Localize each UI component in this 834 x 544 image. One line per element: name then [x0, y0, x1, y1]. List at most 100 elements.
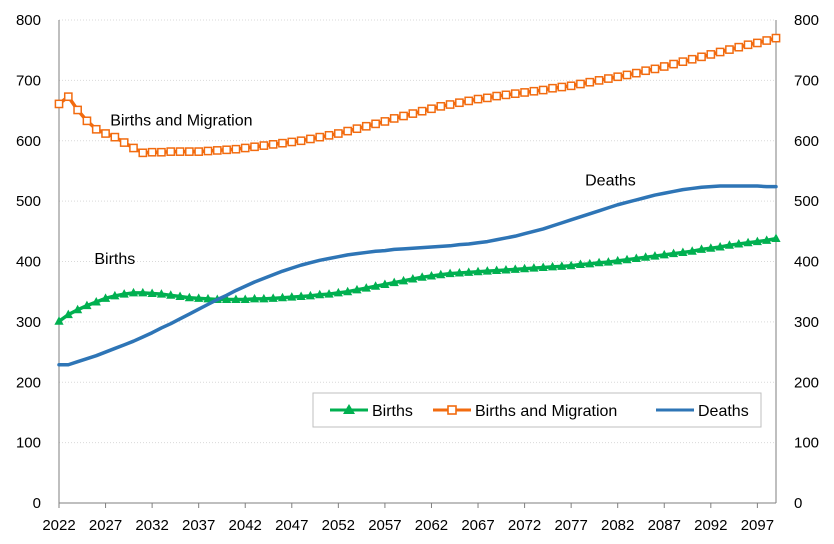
data-point — [91, 124, 101, 134]
data-point — [408, 109, 418, 118]
data-point — [417, 106, 427, 116]
data-point — [678, 247, 688, 256]
y-tick-label-right: 400 — [794, 254, 819, 271]
data-point — [520, 88, 529, 97]
x-tick-label: 2097 — [741, 517, 774, 534]
data-point — [268, 293, 278, 302]
data-point — [110, 132, 120, 142]
data-point — [557, 82, 567, 92]
data-point — [63, 309, 73, 319]
data-point — [249, 293, 260, 303]
data-point — [231, 144, 241, 154]
data-point — [762, 36, 772, 45]
data-point — [138, 287, 148, 297]
y-tick-label-right: 800 — [794, 12, 819, 29]
data-point — [687, 246, 697, 255]
data-point — [743, 40, 753, 50]
data-point — [464, 267, 474, 276]
data-point — [613, 72, 623, 82]
data-point — [184, 292, 194, 302]
data-point — [166, 147, 176, 156]
data-point — [715, 242, 725, 251]
data-point — [641, 252, 651, 261]
data-point — [324, 289, 334, 298]
data-point — [147, 147, 157, 157]
x-tick-label: 2067 — [461, 517, 494, 534]
data-point — [436, 269, 446, 279]
data-point — [622, 254, 632, 264]
data-point — [389, 277, 399, 287]
data-point — [240, 294, 250, 304]
x-tick-label: 2087 — [648, 517, 681, 534]
data-point — [361, 283, 371, 292]
x-tick-label: 2042 — [229, 517, 262, 534]
data-point — [585, 77, 595, 87]
data-point — [762, 235, 772, 244]
data-point — [538, 85, 548, 95]
legend-item-deaths: Deaths — [656, 403, 749, 420]
data-point — [287, 292, 297, 301]
data-point — [715, 47, 725, 57]
data-point — [566, 81, 576, 91]
data-point — [352, 124, 362, 134]
data-point — [101, 129, 110, 138]
data-point — [296, 136, 306, 146]
data-point — [622, 70, 632, 80]
series-annotation: Births and Migration — [110, 113, 252, 130]
data-point — [734, 42, 744, 52]
data-point — [594, 257, 604, 267]
y-tick-label-left: 200 — [16, 374, 41, 391]
data-point — [650, 251, 660, 260]
data-point — [668, 248, 679, 258]
series-annotation: Deaths — [585, 172, 636, 189]
series-births-and-migration — [54, 33, 781, 158]
legend-births-label: Births — [372, 403, 413, 420]
data-point — [268, 140, 278, 149]
data-point — [603, 257, 613, 266]
data-point — [734, 238, 744, 248]
data-point — [650, 64, 660, 74]
data-point — [175, 291, 185, 301]
x-tick-labels: 2022 2027 2032 2037 2042 2047 2052 2057 2062 2067… — [42, 503, 774, 534]
data-point — [185, 147, 194, 156]
data-point — [529, 263, 539, 272]
x-tick-label: 2052 — [322, 517, 355, 534]
data-point — [175, 147, 185, 156]
data-point — [287, 137, 297, 147]
data-point — [659, 62, 669, 71]
data-point — [334, 129, 343, 138]
data-point — [82, 300, 92, 310]
data-point — [631, 253, 641, 262]
data-point — [82, 116, 92, 126]
data-point — [585, 258, 595, 268]
data-point — [696, 244, 707, 253]
legend-item-births: Births — [330, 403, 413, 420]
data-point — [576, 79, 585, 89]
data-point — [706, 50, 716, 59]
y-tick-label-right: 500 — [794, 193, 819, 210]
x-tick-label: 2062 — [415, 517, 448, 534]
data-point — [547, 261, 558, 271]
data-point — [482, 93, 492, 103]
y-tick-label-left: 800 — [16, 12, 41, 29]
data-point — [157, 147, 166, 157]
data-point — [641, 66, 650, 76]
data-point — [370, 281, 381, 290]
data-point — [548, 83, 557, 93]
data-point — [240, 143, 250, 153]
data-point — [724, 240, 735, 249]
data-point — [194, 293, 204, 302]
legend-births-marker — [343, 404, 355, 414]
data-point — [73, 105, 82, 115]
data-point — [510, 89, 520, 99]
data-point — [482, 266, 492, 275]
data-point — [194, 147, 204, 156]
x-tick-label: 2077 — [554, 517, 587, 534]
x-tick-label: 2022 — [42, 517, 75, 534]
data-point — [473, 94, 483, 104]
data-point — [557, 261, 567, 270]
data-point — [91, 296, 101, 306]
data-point — [398, 275, 409, 285]
data-point — [100, 293, 111, 302]
data-point — [399, 111, 408, 121]
